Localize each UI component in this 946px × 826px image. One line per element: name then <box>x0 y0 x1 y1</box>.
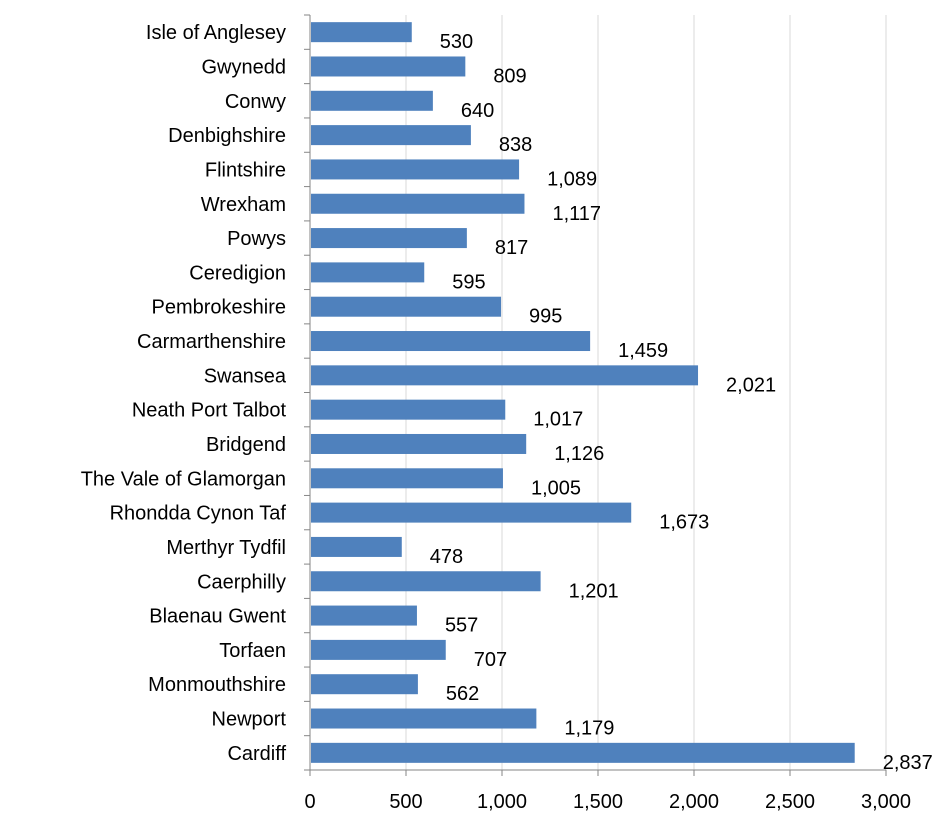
category-label: Neath Port Talbot <box>132 400 287 422</box>
bar <box>311 571 541 592</box>
category-label: Bridgend <box>206 434 286 456</box>
data-label: 1,459 <box>618 340 668 362</box>
category-label: Powys <box>227 228 286 250</box>
x-tick-label: 1,500 <box>573 791 623 813</box>
bar <box>311 468 503 489</box>
bar <box>311 536 402 557</box>
data-label: 1,005 <box>531 477 581 499</box>
data-label: 817 <box>495 237 528 259</box>
data-label: 995 <box>529 306 562 328</box>
bar <box>311 605 417 626</box>
bar <box>311 296 502 317</box>
bars <box>311 22 855 763</box>
category-label: Pembrokeshire <box>151 297 286 319</box>
bar <box>311 228 467 249</box>
bar <box>311 674 418 695</box>
category-label: Blaenau Gwent <box>149 606 286 628</box>
data-label: 562 <box>446 683 479 705</box>
data-label: 2,021 <box>726 374 776 396</box>
category-label: Caerphilly <box>197 571 286 593</box>
data-label: 1,117 <box>552 203 601 225</box>
bar <box>311 22 412 43</box>
bar <box>311 159 520 180</box>
category-label: Merthyr Tydfil <box>166 537 286 559</box>
x-tick-label: 2,500 <box>765 791 815 813</box>
category-label: Swansea <box>204 365 287 387</box>
category-label: Rhondda Cynon Taf <box>110 503 287 525</box>
category-label: Monmouthshire <box>148 674 286 696</box>
x-tick-label: 500 <box>389 791 422 813</box>
data-label: 809 <box>493 65 526 87</box>
data-label: 2,837 <box>883 752 933 774</box>
data-label: 1,201 <box>569 580 619 602</box>
category-label: Carmarthenshire <box>137 331 286 353</box>
data-label: 1,673 <box>659 512 709 534</box>
bar <box>311 502 632 523</box>
labels: 0 500 1,000 1,500 2,000 2,500 3,000 Isle of Ang… <box>81 22 933 813</box>
bar <box>311 90 433 111</box>
data-label: 1,017 <box>533 409 583 431</box>
bar <box>311 125 471 146</box>
category-label: Conwy <box>225 91 286 113</box>
data-label: 1,179 <box>564 718 614 740</box>
bar <box>311 365 699 386</box>
data-label: 1,089 <box>547 168 597 190</box>
data-label: 595 <box>452 271 485 293</box>
bar <box>311 193 525 214</box>
bar <box>311 639 446 660</box>
axes <box>304 14 887 776</box>
data-label: 640 <box>461 100 494 122</box>
data-label: 838 <box>499 134 532 156</box>
data-label: 530 <box>440 31 473 53</box>
category-label: Ceredigion <box>189 262 286 284</box>
category-label: Flintshire <box>205 159 286 181</box>
bar <box>311 262 425 283</box>
bar <box>311 708 537 729</box>
data-label: 478 <box>430 546 463 568</box>
data-label: 707 <box>474 649 507 671</box>
category-label: Torfaen <box>219 640 286 662</box>
x-tick-label: 1,000 <box>477 791 527 813</box>
category-label: Isle of Anglesey <box>146 22 286 44</box>
category-label: Wrexham <box>201 194 286 216</box>
bar <box>311 399 506 420</box>
data-label: 557 <box>445 615 478 637</box>
bar <box>311 742 855 763</box>
x-tick-label: 3,000 <box>861 791 911 813</box>
bar <box>311 433 527 454</box>
x-tick-label: 2,000 <box>669 791 719 813</box>
category-label: Cardiff <box>227 743 286 765</box>
bar <box>311 331 591 352</box>
bar <box>311 56 466 77</box>
category-label: Denbighshire <box>168 125 286 147</box>
x-tick-label: 0 <box>304 791 315 813</box>
category-label: Newport <box>212 709 287 731</box>
category-label: The Vale of Glamorgan <box>81 468 286 490</box>
category-label: Gwynedd <box>202 56 287 78</box>
data-label: 1,126 <box>554 443 604 465</box>
